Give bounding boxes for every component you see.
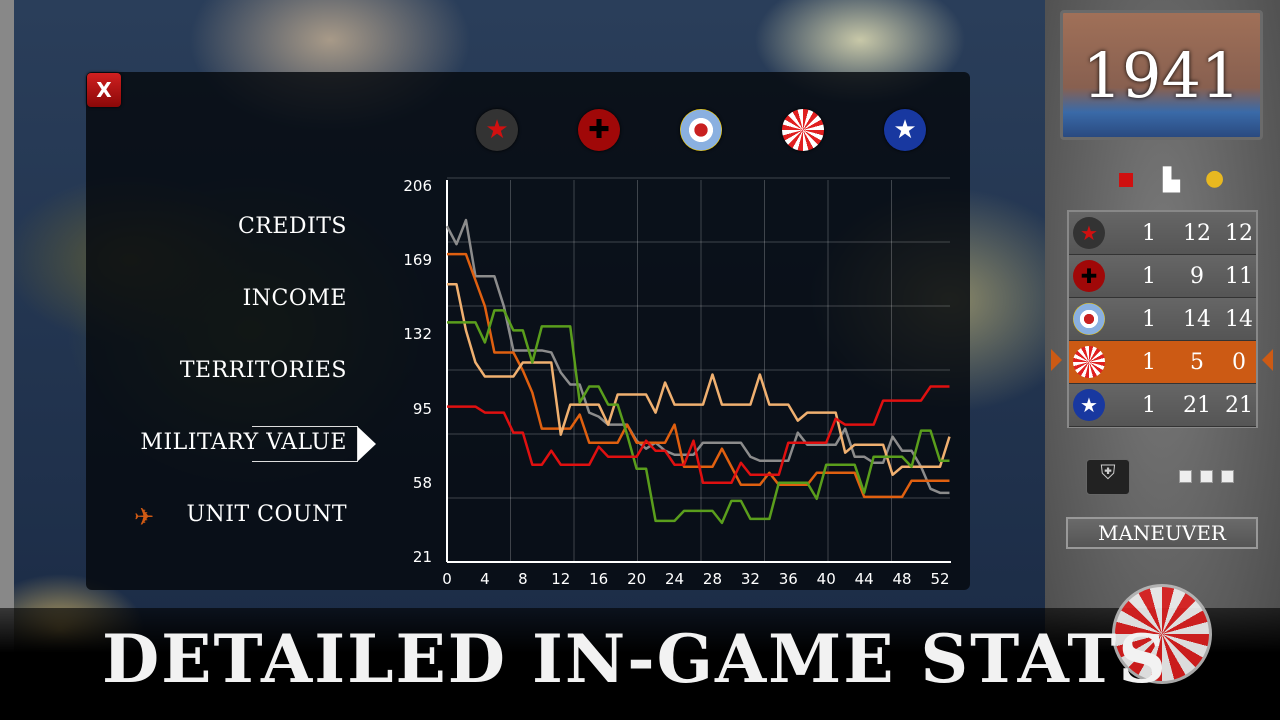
year-display: 1941: [1060, 10, 1263, 140]
turn-marker-left-icon: [1051, 349, 1062, 371]
faction-stat: 14: [1225, 306, 1253, 332]
rising-sun-roundel-icon: [1073, 346, 1105, 378]
x-tick-label: 28: [702, 570, 722, 588]
faction-row[interactable]: ★ 1 21 21: [1069, 384, 1256, 427]
series-line-2: [447, 283, 951, 477]
x-tick-label: 40: [816, 570, 836, 588]
faction-stat: 14: [1183, 306, 1211, 332]
coins-icon: ●: [1205, 166, 1225, 191]
x-tick-label: 48: [892, 570, 912, 588]
us-star-roundel-icon[interactable]: ★: [884, 109, 926, 151]
menu-unit-count[interactable]: UNIT COUNT: [186, 502, 347, 527]
series-line-4: [447, 385, 950, 485]
faction-stat: 1: [1142, 263, 1156, 289]
defense-upgrade-button[interactable]: ⛨: [1086, 459, 1130, 495]
y-tick-label: 206: [403, 177, 432, 195]
banner: [0, 608, 1280, 720]
x-tick-label: 8: [518, 570, 528, 588]
military-value-chart: [445, 177, 951, 563]
x-tick-label: 4: [480, 570, 490, 588]
x-tick-label: 36: [778, 570, 798, 588]
raf-roundel-icon[interactable]: [680, 109, 722, 151]
faction-stat: 11: [1225, 263, 1253, 289]
red-star-roundel-icon[interactable]: ★: [476, 109, 518, 151]
x-tick-label: 52: [930, 570, 950, 588]
faction-stat: 1: [1142, 349, 1156, 375]
territory-icon: [1119, 173, 1133, 187]
series-line-0: [445, 218, 950, 495]
menu-income[interactable]: INCOME: [242, 286, 347, 311]
faction-row[interactable]: ★ 1 12 12: [1069, 212, 1256, 255]
action-slot: [1179, 470, 1192, 483]
x-tick-label: 12: [551, 570, 571, 588]
y-tick-label: 21: [412, 548, 432, 566]
rising-sun-emblem-icon[interactable]: [1112, 584, 1212, 684]
factory-icon: ▙: [1163, 168, 1180, 193]
faction-stat: 1: [1142, 220, 1156, 246]
menu-territories[interactable]: TERRITORIES: [179, 358, 347, 383]
y-tick-label: 132: [403, 325, 432, 344]
y-tick-label: 169: [403, 251, 432, 270]
faction-stat: 21: [1225, 392, 1253, 418]
close-button[interactable]: X: [87, 73, 121, 107]
x-tick-label: 32: [740, 570, 760, 588]
faction-row[interactable]: 1 5 0: [1069, 341, 1256, 384]
faction-stat: 1: [1142, 392, 1156, 418]
x-tick-label: 44: [854, 570, 874, 588]
iron-cross-roundel-icon[interactable]: ✚: [578, 109, 620, 151]
us-star-roundel-icon: ★: [1073, 389, 1105, 421]
selected-arrow-icon: [358, 427, 376, 461]
headline: DETAILED IN-GAME STATS: [101, 620, 1169, 698]
faction-stat: 1: [1142, 306, 1156, 332]
menu-credits[interactable]: CREDITS: [237, 214, 347, 239]
red-star-roundel-icon: ★: [1073, 217, 1105, 249]
faction-stat: 5: [1190, 349, 1204, 375]
faction-stat: 12: [1225, 220, 1253, 246]
bomber-unit-icon: ✈: [134, 503, 155, 531]
menu-military-value[interactable]: MILITARY VALUE: [140, 430, 347, 455]
turn-marker-right-icon: [1262, 349, 1273, 371]
faction-stat: 12: [1183, 220, 1211, 246]
maneuver-button[interactable]: MANEUVER: [1066, 517, 1258, 549]
iron-cross-roundel-icon: ✚: [1073, 260, 1105, 292]
y-tick-label: 95: [412, 399, 432, 418]
stats-dialog: [86, 72, 970, 590]
faction-stat: 21: [1183, 392, 1211, 418]
y-tick-label: 58: [412, 473, 432, 492]
selected-indicator: [252, 426, 358, 462]
faction-row[interactable]: ✚ 1 9 11: [1069, 255, 1256, 298]
rising-sun-roundel-icon[interactable]: [782, 109, 824, 151]
series-line-3: [447, 309, 950, 525]
action-slot: [1200, 470, 1213, 483]
faction-stat: 0: [1232, 349, 1246, 375]
left-edge-panel: [0, 0, 14, 720]
raf-roundel-icon: [1073, 303, 1105, 335]
x-tick-label: 0: [442, 570, 452, 588]
faction-row[interactable]: 1 14 14: [1069, 298, 1256, 341]
faction-stat: 9: [1190, 263, 1204, 289]
x-tick-label: 24: [664, 570, 685, 588]
x-tick-label: 16: [589, 570, 609, 588]
x-tick-label: 20: [627, 570, 647, 588]
faction-table: ★ 1 12 12 ✚ 1 9 11 1 14 14 1 5 0 ★ 1 21 21: [1067, 210, 1258, 428]
action-slot: [1221, 470, 1234, 483]
